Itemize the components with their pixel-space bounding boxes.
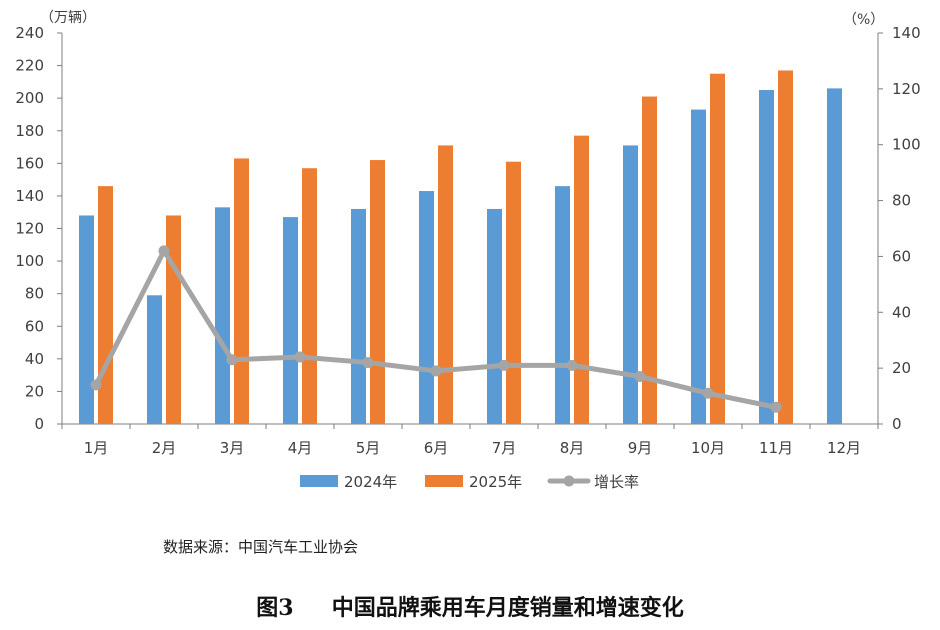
y-left-tick-label: 0 bbox=[34, 415, 44, 433]
y-left-tick-label: 80 bbox=[25, 285, 44, 303]
bar-2025年 bbox=[438, 145, 453, 424]
figure-caption: 图3 中国品牌乘用车月度销量和增速变化 bbox=[0, 590, 940, 622]
point-增长率 bbox=[362, 357, 374, 369]
y-right-tick-label: 80 bbox=[892, 192, 911, 210]
bar-2024年 bbox=[691, 109, 706, 424]
bar-2024年 bbox=[487, 208, 502, 424]
y-left-tick-label: 220 bbox=[15, 57, 44, 75]
x-tick-label: 6月 bbox=[424, 439, 449, 457]
y-right-tick-label: 100 bbox=[892, 136, 921, 154]
bar-2025年 bbox=[166, 215, 181, 424]
y-left-tick-label: 60 bbox=[25, 317, 44, 335]
bar-2025年 bbox=[98, 186, 113, 424]
bar-2024年 bbox=[147, 295, 162, 424]
y-right-tick-label: 20 bbox=[892, 359, 911, 377]
x-tick-label: 5月 bbox=[356, 439, 381, 457]
bar-2025年 bbox=[506, 161, 521, 424]
point-增长率 bbox=[498, 359, 510, 371]
bar-2024年 bbox=[79, 215, 94, 424]
figure-title: 中国品牌乘用车月度销量和增速变化 bbox=[331, 595, 684, 621]
y-right-tick-label: 40 bbox=[892, 303, 911, 321]
source-note: 数据来源：中国汽车工业协会 bbox=[163, 538, 359, 556]
legend-marker-增长率 bbox=[563, 475, 575, 487]
x-tick-label: 11月 bbox=[759, 439, 793, 457]
bar-2025年 bbox=[574, 135, 589, 424]
chart-svg: 0 20 40 60 80 100 120 140 160 180 200 220 240 0 20 40 60… bbox=[15, 10, 921, 491]
point-增长率 bbox=[770, 401, 782, 413]
y-left-tick-label: 140 bbox=[15, 187, 44, 205]
bar-2024年 bbox=[555, 186, 570, 424]
y-left-tick-label: 160 bbox=[15, 154, 44, 172]
bar-2024年 bbox=[351, 208, 366, 424]
x-tick-label: 10月 bbox=[691, 439, 725, 457]
legend-swatch-2025年 bbox=[425, 475, 463, 487]
y-left-tick-label: 180 bbox=[15, 122, 44, 140]
bar-2025年 bbox=[710, 73, 725, 425]
y-left-tick-label: 200 bbox=[15, 89, 44, 107]
bar-2025年 bbox=[302, 168, 317, 424]
bar-2024年 bbox=[419, 191, 434, 424]
point-增长率 bbox=[566, 359, 578, 371]
x-tick-label: 8月 bbox=[560, 439, 585, 457]
point-增长率 bbox=[158, 245, 170, 257]
y-right-tick-label: 140 bbox=[892, 24, 921, 42]
bar-2024年 bbox=[623, 145, 638, 424]
x-tick-label: 12月 bbox=[827, 439, 861, 457]
y-left-tick-label: 40 bbox=[25, 350, 44, 368]
x-tick-label: 7月 bbox=[492, 439, 517, 457]
y-right-tick-label: 0 bbox=[892, 415, 902, 433]
y-left-tick-label: 120 bbox=[15, 220, 44, 238]
point-增长率 bbox=[634, 371, 646, 383]
y-left-unit: （万辆） bbox=[40, 10, 96, 26]
y-right-tick-label: 60 bbox=[892, 247, 911, 265]
bar-2024年 bbox=[759, 90, 774, 424]
point-增长率 bbox=[430, 365, 442, 377]
y-right-unit: （%） bbox=[843, 12, 884, 28]
y-left-tick-label: 240 bbox=[15, 24, 44, 42]
x-tick-label: 1月 bbox=[84, 439, 109, 457]
legend-swatch-2024年 bbox=[300, 475, 338, 487]
x-tick-label: 9月 bbox=[628, 439, 653, 457]
bar-2024年 bbox=[827, 88, 842, 425]
y-left-tick-label: 100 bbox=[15, 252, 44, 270]
legend-label-2024年: 2024年 bbox=[344, 473, 397, 491]
point-增长率 bbox=[702, 387, 714, 399]
bar-2025年 bbox=[642, 96, 657, 424]
bar-2025年 bbox=[370, 160, 385, 424]
line-增长率 bbox=[93, 248, 779, 410]
bar-2025年 bbox=[234, 158, 249, 424]
point-增长率 bbox=[90, 379, 102, 391]
point-增长率 bbox=[294, 351, 306, 363]
legend-label-增长率: 增长率 bbox=[594, 473, 639, 491]
figure-label: 图3 bbox=[256, 595, 294, 621]
bar-2024年 bbox=[215, 207, 230, 424]
bar-2024年 bbox=[283, 217, 298, 424]
bar-2025年 bbox=[778, 70, 793, 425]
legend-label-2025年: 2025年 bbox=[469, 473, 522, 491]
point-增长率 bbox=[226, 354, 238, 366]
x-tick-label: 2月 bbox=[152, 439, 177, 457]
x-tick-label: 3月 bbox=[220, 439, 245, 457]
y-right-tick-label: 120 bbox=[892, 80, 921, 98]
y-left-tick-label: 20 bbox=[25, 382, 44, 400]
x-tick-label: 4月 bbox=[288, 439, 313, 457]
